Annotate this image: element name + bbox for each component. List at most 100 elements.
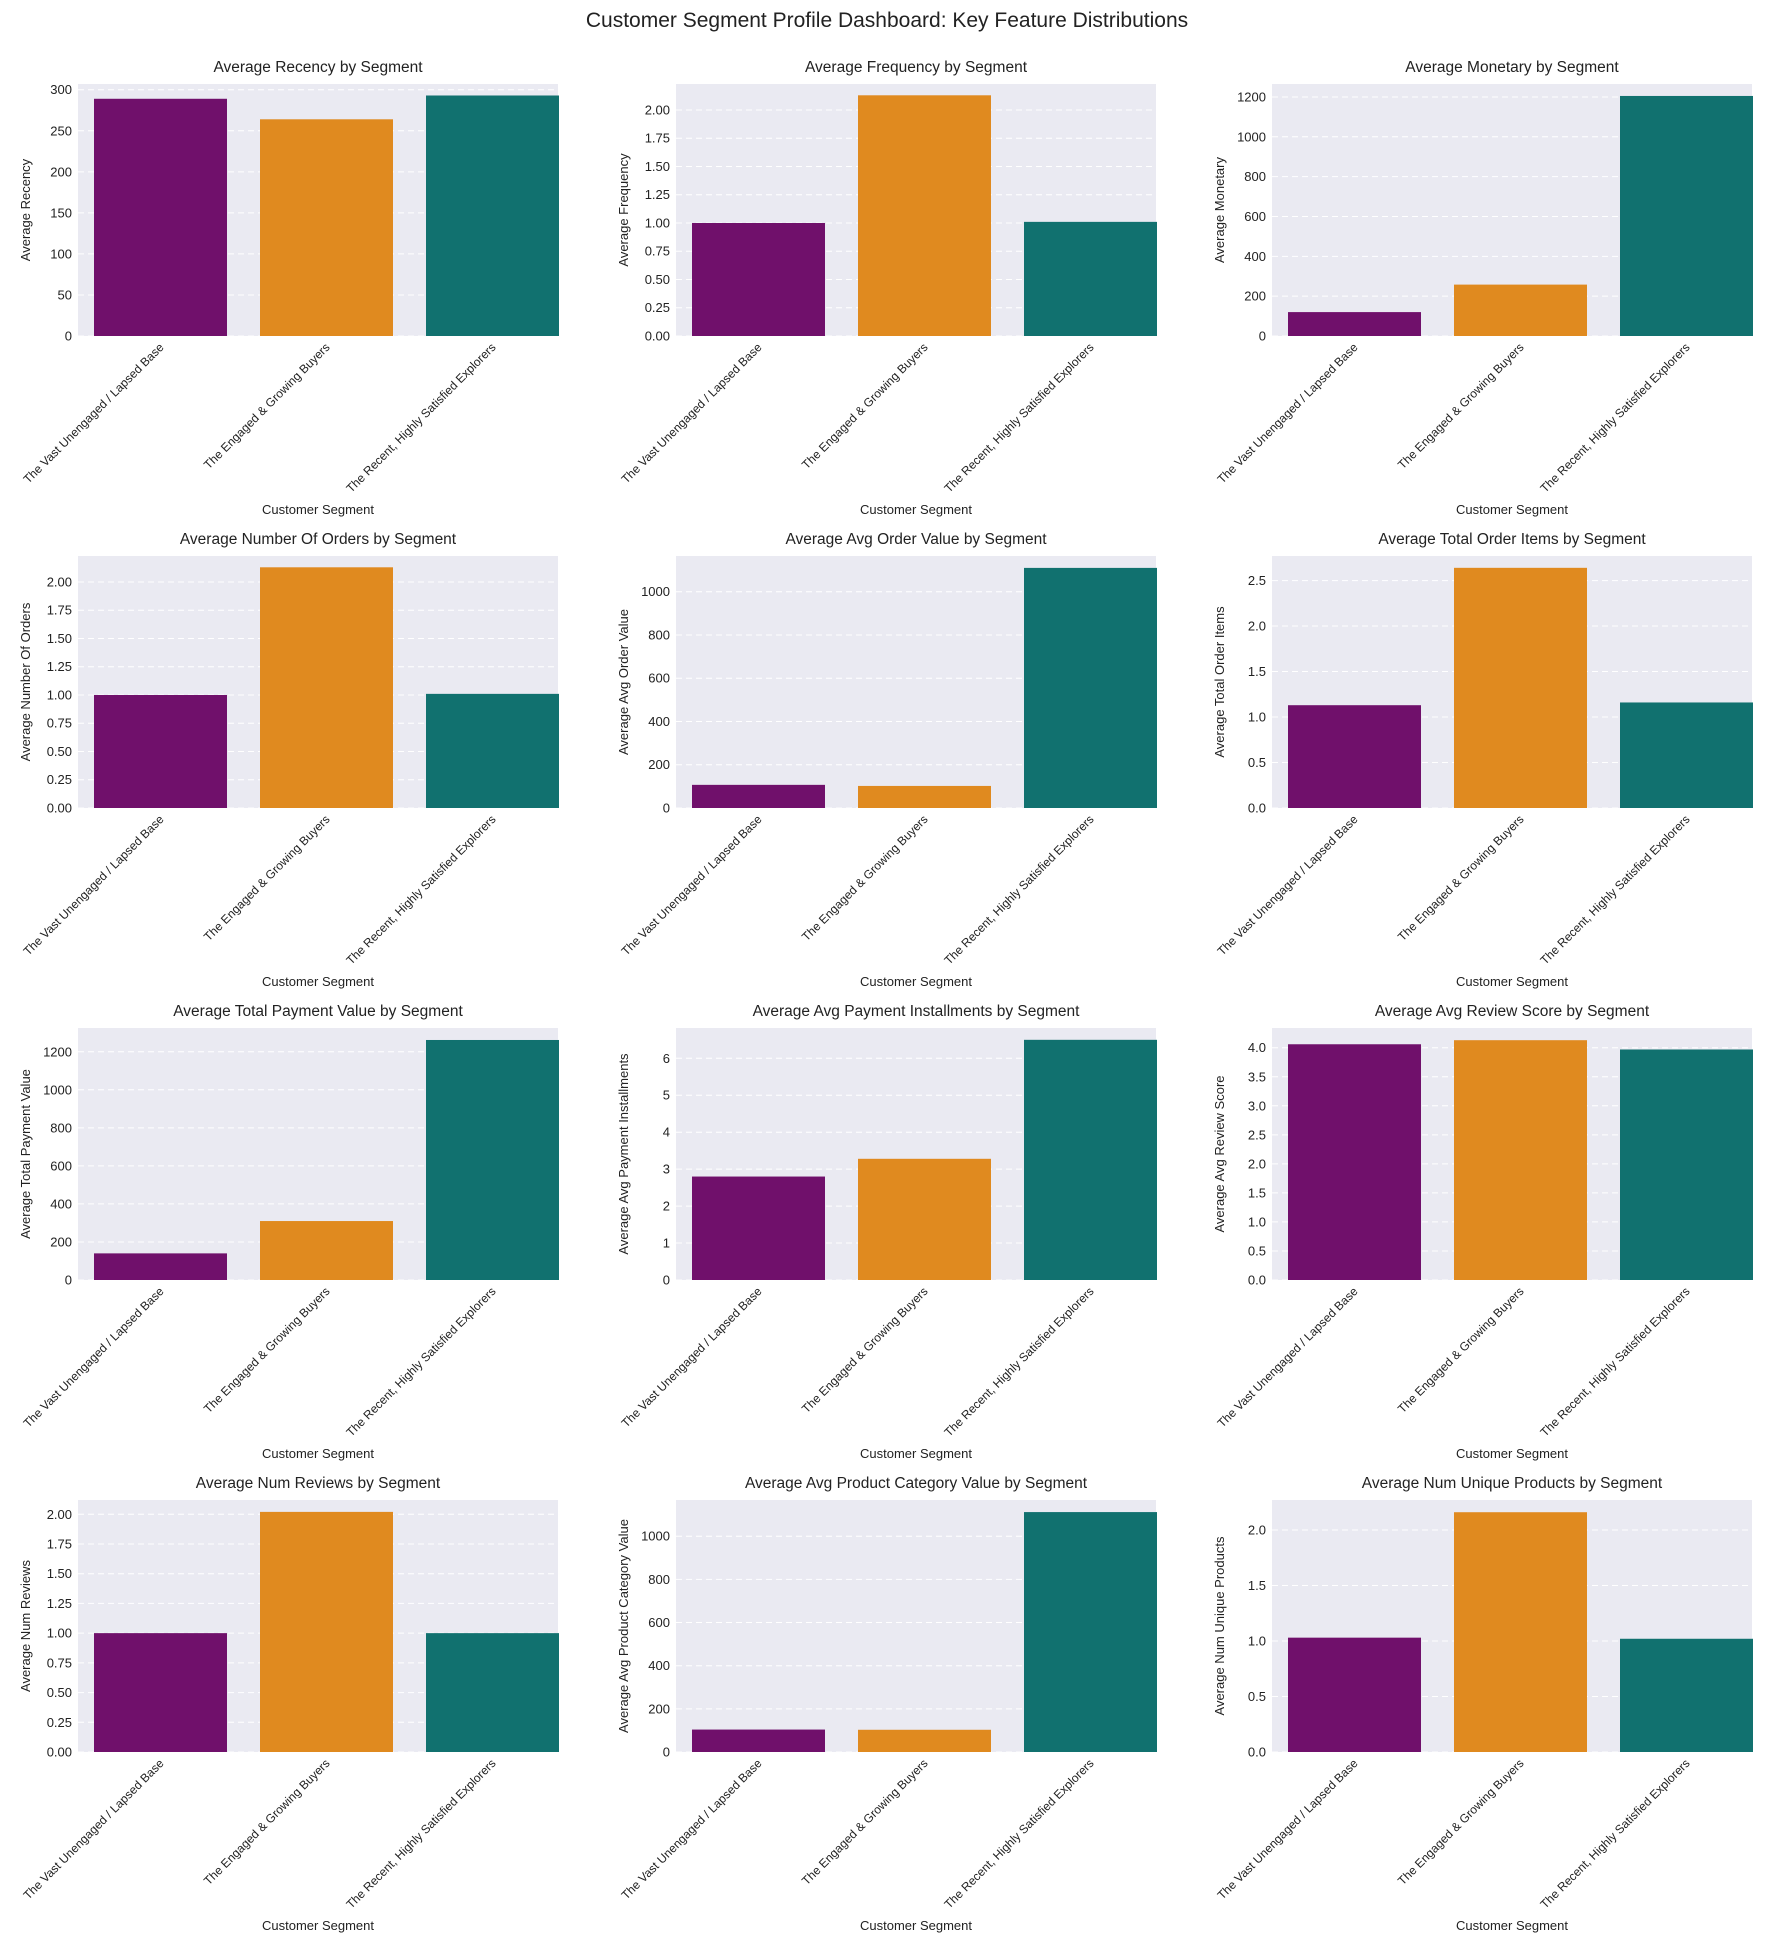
y-axis-label: Average Num Unique Products	[1212, 1536, 1227, 1715]
y-tick-label: 800	[648, 1572, 670, 1587]
y-tick-label: 1.5	[1248, 664, 1266, 679]
y-tick-label: 1200	[1237, 89, 1266, 104]
y-tick-label: 0	[65, 1273, 72, 1288]
chart-title: Average Total Payment Value by Segment	[173, 1003, 463, 1020]
x-tick-label: The Recent, Highly Satisfied Explorers	[343, 340, 498, 495]
y-tick-label: 1.00	[645, 215, 670, 230]
bar-2	[858, 1729, 991, 1752]
y-axis-label: Average Monetary	[1212, 157, 1227, 263]
x-axis-label: Customer Segment	[262, 1446, 374, 1461]
x-axis-label: Customer Segment	[860, 974, 972, 989]
y-tick-label: 1.25	[645, 187, 670, 202]
y-tick-label: 600	[648, 671, 670, 686]
bar-3	[1620, 1638, 1753, 1752]
x-tick-label: The Engaged & Growing Buyers	[799, 1284, 931, 1416]
x-tick-label: The Vast Unengaged / Lapsed Base	[21, 340, 167, 486]
x-axis-label: Customer Segment	[1456, 974, 1568, 989]
x-tick-label: The Engaged & Growing Buyers	[799, 812, 931, 944]
chart-panel-4: 0.00 0.25 0.50 0.75 1.00 1.25 1.50 1.75 2.00 The …	[18, 531, 559, 989]
y-tick-label: 0	[663, 801, 670, 816]
chart-panel-9: 0.0 0.5 1.0 1.5 2.0 2.5 3.0 3.5 4.0 The Vast Unen…	[1212, 1003, 1753, 1461]
y-tick-label: 1.25	[47, 659, 72, 674]
bar-2	[260, 567, 393, 808]
y-tick-label: 4	[663, 1125, 670, 1140]
chart-panel-2: 0.00 0.25 0.50 0.75 1.00 1.25 1.50 1.75 2.00 The …	[616, 59, 1157, 517]
bar-2	[1454, 1040, 1587, 1280]
x-tick-label: The Engaged & Growing Buyers	[201, 1756, 333, 1888]
y-tick-label: 2	[663, 1199, 670, 1214]
bar-1	[1288, 1637, 1421, 1752]
bar-2	[858, 1158, 991, 1280]
y-tick-label: 600	[1244, 209, 1266, 224]
y-tick-label: 2.0	[1248, 1522, 1266, 1537]
bar-1	[692, 784, 825, 808]
y-tick-label: 0.5	[1248, 1689, 1266, 1704]
x-tick-label: The Vast Unengaged / Lapsed Base	[1215, 1284, 1361, 1430]
dashboard-title: Customer Segment Profile Dashboard: Key …	[586, 9, 1188, 32]
bar-2	[1454, 567, 1587, 808]
x-tick-label: The Vast Unengaged / Lapsed Base	[1215, 1756, 1361, 1902]
y-tick-label: 1000	[641, 1529, 670, 1544]
y-tick-label: 1000	[641, 584, 670, 599]
chart-panel-12: 0.0 0.5 1.0 1.5 2.0 The Vast Unengaged / Laps…	[1212, 1475, 1753, 1933]
y-tick-label: 0.00	[47, 1745, 72, 1760]
y-tick-label: 1000	[43, 1082, 72, 1097]
x-tick-label: The Vast Unengaged / Lapsed Base	[619, 1756, 765, 1902]
x-axis-label: Customer Segment	[262, 974, 374, 989]
bar-3	[426, 95, 559, 337]
x-tick-label: The Recent, Highly Satisfied Explorers	[1537, 340, 1692, 495]
x-tick-label: The Vast Unengaged / Lapsed Base	[619, 340, 765, 486]
chart-title: Average Frequency by Segment	[805, 59, 1028, 76]
x-tick-label: The Recent, Highly Satisfied Explorers	[343, 812, 498, 967]
chart-panel-11: 0 200 400 600 800 1000 The Vast Unengaged / La…	[616, 1475, 1157, 1933]
x-tick-label: The Recent, Highly Satisfied Explorers	[343, 1284, 498, 1439]
bar-1	[94, 694, 227, 808]
y-tick-label: 1.0	[1248, 1214, 1266, 1229]
x-tick-label: The Vast Unengaged / Lapsed Base	[21, 1284, 167, 1430]
x-tick-label: The Engaged & Growing Buyers	[1395, 340, 1527, 472]
bar-1	[692, 1176, 825, 1280]
bar-1	[1288, 1044, 1421, 1280]
x-tick-label: The Recent, Highly Satisfied Explorers	[343, 1756, 498, 1911]
y-tick-label: 1.50	[47, 1566, 72, 1581]
y-tick-label: 2.00	[645, 102, 670, 117]
y-tick-label: 200	[648, 757, 670, 772]
y-tick-label: 600	[50, 1158, 72, 1173]
y-tick-label: 2.00	[47, 1507, 72, 1522]
y-axis-label: Average Frequency	[616, 153, 631, 267]
x-axis-label: Customer Segment	[860, 1918, 972, 1933]
x-tick-label: The Recent, Highly Satisfied Explorers	[1537, 812, 1692, 967]
chart-panel-10: 0.00 0.25 0.50 0.75 1.00 1.25 1.50 1.75 2.00 The …	[18, 1475, 559, 1933]
y-tick-label: 400	[648, 714, 670, 729]
y-axis-label: Average Num Reviews	[18, 1560, 33, 1692]
y-tick-label: 100	[50, 246, 72, 261]
y-tick-label: 200	[1244, 289, 1266, 304]
y-tick-label: 0	[663, 1745, 670, 1760]
chart-title: Average Monetary by Segment	[1405, 59, 1619, 76]
chart-panel-1: 0 50 100 150 200 250 300 The Vast Unengaged / L…	[18, 59, 559, 517]
y-tick-label: 1.00	[47, 1626, 72, 1641]
y-tick-label: 2.5	[1248, 573, 1266, 588]
x-tick-label: The Engaged & Growing Buyers	[1395, 1756, 1527, 1888]
y-tick-label: 1	[663, 1236, 670, 1251]
y-tick-label: 0	[65, 329, 72, 344]
bar-2	[260, 119, 393, 336]
x-axis-label: Customer Segment	[262, 502, 374, 517]
bar-2	[260, 1221, 393, 1280]
bar-1	[692, 1729, 825, 1752]
y-tick-label: 800	[1244, 169, 1266, 184]
y-axis-label: Average Avg Payment Installments	[616, 1053, 631, 1255]
y-tick-label: 0.0	[1248, 801, 1266, 816]
bar-2	[858, 785, 991, 808]
y-tick-label: 800	[50, 1120, 72, 1135]
x-tick-label: The Vast Unengaged / Lapsed Base	[1215, 812, 1361, 958]
x-tick-label: The Recent, Highly Satisfied Explorers	[941, 1756, 1096, 1911]
chart-title: Average Total Order Items by Segment	[1378, 531, 1646, 548]
x-tick-label: The Engaged & Growing Buyers	[799, 1756, 931, 1888]
y-tick-label: 250	[50, 123, 72, 138]
x-axis-label: Customer Segment	[1456, 1446, 1568, 1461]
x-tick-label: The Recent, Highly Satisfied Explorers	[1537, 1284, 1692, 1439]
bar-3	[426, 693, 559, 808]
